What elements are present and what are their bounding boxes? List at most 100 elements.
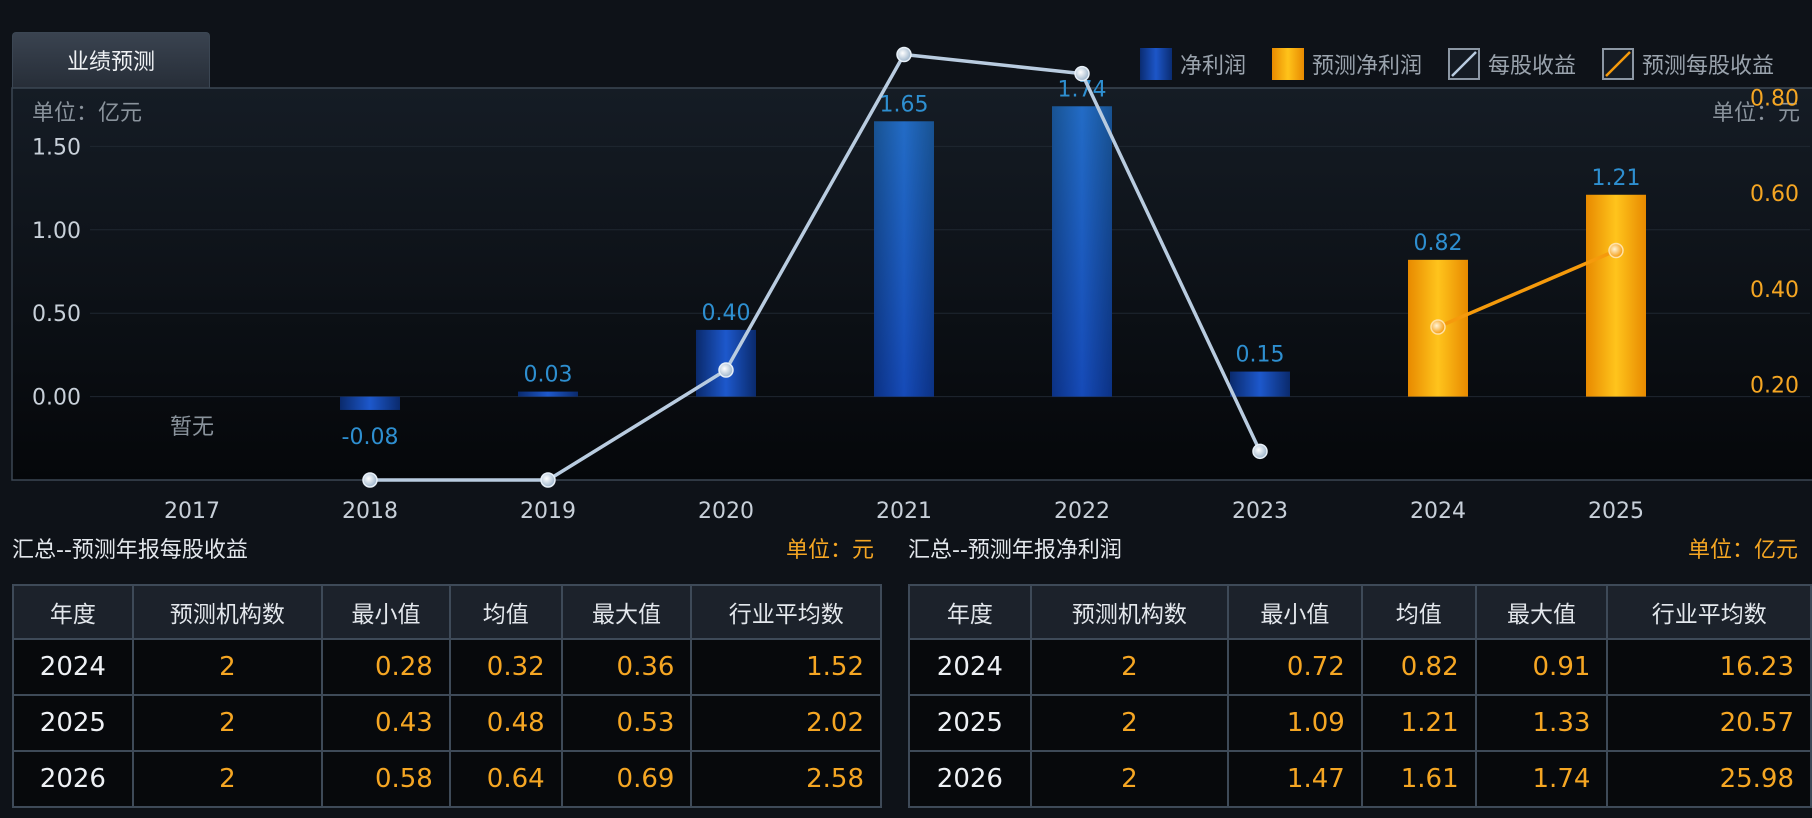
table-row: 2026 2 0.58 0.64 0.69 2.58	[12, 750, 882, 808]
forecast-net-profit-swatch-icon	[1272, 48, 1305, 80]
table-cell: 1.61	[1360, 750, 1477, 808]
table-header-cell: 均值	[448, 584, 563, 640]
eps-line	[370, 52, 1262, 482]
table-header-cell: 最大值	[1474, 584, 1609, 640]
table-cell: 2	[131, 694, 324, 752]
chart-legend: 净利润 预测净利润 每股收益 预测每股收益	[1140, 46, 1800, 82]
table-cell: 0.36	[560, 638, 693, 696]
table-header-cell: 最大值	[560, 584, 693, 640]
performance-chart: 单位：亿元 单位：元 1.50 1.00 0.50 0.00 0.80 0.60 0.40…	[11, 46, 1812, 524]
net-profit-bar-shade	[1052, 106, 1112, 397]
x-tick-label: 2018	[342, 499, 398, 524]
table-cell: 1.09	[1227, 694, 1363, 752]
net-profit-bar[interactable]	[518, 391, 578, 397]
table-cell: 0.64	[448, 750, 563, 808]
table-cell: 0.91	[1474, 638, 1609, 696]
net-profit-bar[interactable]	[340, 396, 400, 410]
profit-forecast-table: 年度 预测机构数 最小值 均值 最大值 行业平均数 2024 2 0.72 0.82 0.91 16.…	[908, 584, 1812, 808]
table-header-cell: 年度	[908, 584, 1032, 640]
table-row: 2024 2 0.72 0.82 0.91 16.23	[908, 638, 1812, 696]
eps-point[interactable]	[1074, 65, 1090, 82]
bar-value-label: 0.82	[1414, 231, 1463, 256]
right-unit-label: 单位：元	[1712, 101, 1800, 126]
eps-table-title: 汇总--预测年报每股收益	[12, 538, 248, 563]
table-cell: 2	[1029, 638, 1230, 696]
table-cell: 0.48	[448, 694, 563, 752]
x-tick-label: 2020	[698, 499, 754, 524]
table-row: 2024 2 0.28 0.32 0.36 1.52	[12, 638, 882, 696]
table-header-cell: 预测机构数	[1029, 584, 1230, 640]
table-header-cell: 最小值	[321, 584, 451, 640]
table-header-cell: 行业平均数	[690, 584, 882, 640]
table-cell: 2026	[908, 750, 1032, 808]
table-cell: 1.33	[1474, 694, 1609, 752]
legend-item-eps[interactable]: 每股收益	[1448, 48, 1576, 80]
table-cell: 2.58	[690, 750, 882, 808]
y-right-tick-label: 0.80	[1750, 87, 1799, 112]
legend-item-forecast-eps[interactable]: 预测每股收益	[1602, 48, 1774, 80]
eps-point[interactable]	[1252, 443, 1268, 460]
table-cell: 0.69	[560, 750, 693, 808]
bar-value-label: 0.15	[1236, 343, 1285, 368]
table-cell: 2025	[908, 694, 1032, 752]
eps-table-unit: 单位：元	[786, 538, 875, 563]
eps-line-swatch-icon	[1448, 48, 1481, 80]
legend-item-forecast-net-profit[interactable]: 预测净利润	[1272, 48, 1422, 80]
forecast-net-profit-bar[interactable]	[1586, 194, 1646, 397]
legend-label: 预测净利润	[1312, 54, 1423, 79]
table-cell: 0.82	[1360, 638, 1477, 696]
x-tick-label: 2017	[164, 499, 220, 524]
x-tick-label: 2022	[1054, 499, 1110, 524]
table-cell: 1.52	[690, 638, 882, 696]
table-row: 2026 2 1.47 1.61 1.74 25.98	[908, 750, 1812, 808]
forecast-eps-point[interactable]	[1430, 319, 1446, 335]
bar-value-label: 0.03	[524, 363, 573, 388]
table-cell: 2	[131, 638, 324, 696]
left-unit-label: 单位：亿元	[32, 101, 142, 126]
table-row: 2025 2 1.09 1.21 1.33 20.57	[908, 694, 1812, 752]
x-tick-label: 2019	[520, 499, 576, 524]
table-cell: 2	[131, 750, 324, 808]
y-right-tick-label: 0.60	[1750, 182, 1799, 207]
bar-value-label: 0.40	[702, 301, 751, 326]
table-cell: 1.47	[1227, 750, 1363, 808]
table-header-cell: 行业平均数	[1606, 584, 1812, 640]
no-data-label: 暂无	[170, 415, 214, 440]
table-header-cell: 均值	[1360, 584, 1477, 640]
x-tick-label: 2025	[1588, 499, 1644, 524]
net-profit-swatch-icon	[1140, 48, 1172, 80]
table-cell: 2	[1029, 750, 1230, 808]
eps-point[interactable]	[540, 472, 556, 488]
table-cell: 2.02	[690, 694, 882, 752]
bar-value-label: -0.08	[342, 425, 399, 450]
tab-performance-forecast[interactable]: 业绩预测	[12, 32, 210, 89]
net-profit-bar-shade	[874, 121, 934, 397]
table-header-cell: 最小值	[1227, 584, 1363, 640]
table-cell: 0.53	[560, 694, 693, 752]
eps-point[interactable]	[896, 46, 912, 63]
y-right-tick-label: 0.20	[1750, 373, 1799, 398]
forecast-eps-point[interactable]	[1608, 242, 1624, 259]
eps-point[interactable]	[362, 472, 378, 488]
table-cell: 2024	[12, 638, 134, 696]
x-tick-label: 2024	[1410, 499, 1466, 524]
table-cell: 0.72	[1227, 638, 1363, 696]
table-header-cell: 年度	[12, 584, 134, 640]
table-cell: 2025	[12, 694, 134, 752]
table-cell: 20.57	[1606, 694, 1812, 752]
profit-table-title: 汇总--预测年报净利润	[908, 538, 1122, 563]
legend-item-net-profit[interactable]: 净利润	[1140, 48, 1246, 80]
table-cell: 0.32	[448, 638, 563, 696]
table-cell: 0.28	[321, 638, 451, 696]
table-cell: 0.43	[321, 694, 451, 752]
x-tick-label: 2023	[1232, 499, 1288, 524]
table-cell: 2026	[12, 750, 134, 808]
eps-point[interactable]	[718, 362, 734, 378]
x-tick-label: 2021	[876, 499, 932, 524]
y-left-tick-label: 0.00	[32, 386, 81, 411]
y-left-tick-label: 1.50	[32, 135, 81, 160]
table-cell: 2024	[908, 638, 1032, 696]
y-right-tick-label: 0.40	[1750, 278, 1799, 303]
legend-label: 每股收益	[1488, 54, 1577, 79]
net-profit-bar[interactable]	[1230, 371, 1290, 397]
